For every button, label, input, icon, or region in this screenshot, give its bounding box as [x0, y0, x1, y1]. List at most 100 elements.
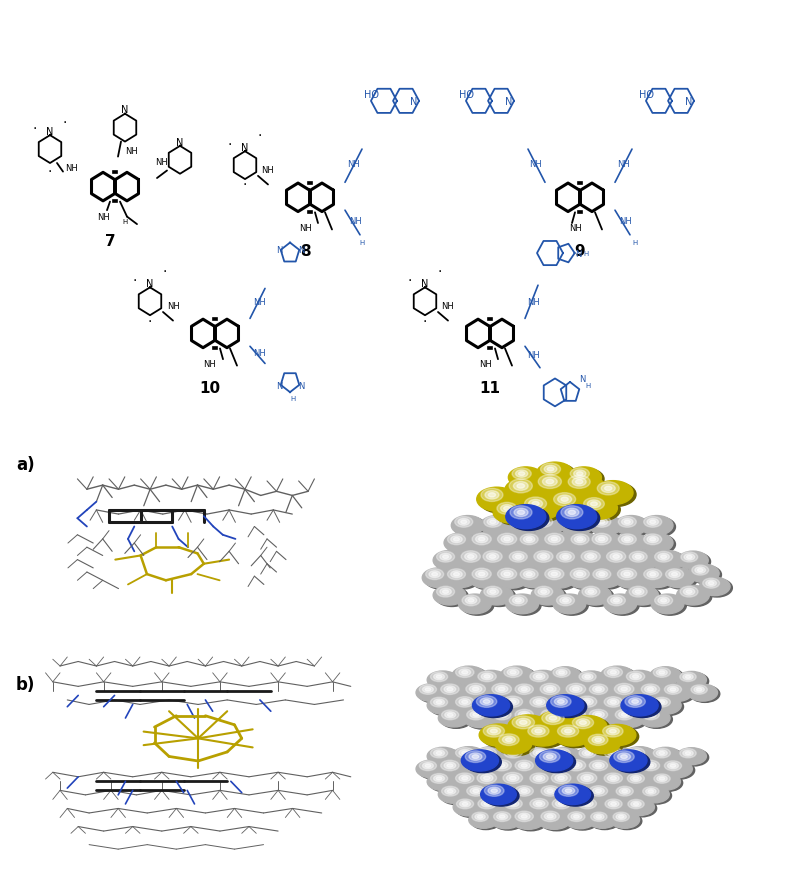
Circle shape [574, 797, 608, 817]
Circle shape [430, 749, 461, 766]
Circle shape [572, 717, 593, 729]
Circle shape [576, 697, 611, 717]
Circle shape [533, 775, 545, 781]
Circle shape [664, 685, 682, 695]
Circle shape [431, 748, 448, 758]
Circle shape [556, 670, 567, 676]
Circle shape [510, 802, 516, 805]
Circle shape [588, 590, 594, 594]
Circle shape [560, 553, 571, 561]
Circle shape [477, 696, 497, 707]
Circle shape [465, 761, 500, 780]
Circle shape [568, 812, 585, 822]
Circle shape [531, 516, 564, 536]
Circle shape [622, 789, 627, 793]
Circle shape [426, 569, 444, 580]
Circle shape [589, 533, 623, 553]
Text: H: H [632, 240, 638, 246]
Circle shape [541, 520, 547, 524]
Circle shape [495, 762, 508, 769]
Circle shape [534, 551, 553, 562]
Circle shape [677, 748, 706, 765]
Circle shape [653, 698, 683, 716]
Circle shape [551, 772, 571, 784]
Text: H: H [584, 250, 589, 257]
Circle shape [621, 570, 633, 578]
Circle shape [551, 696, 571, 707]
Circle shape [679, 587, 712, 607]
Circle shape [623, 670, 656, 689]
Circle shape [553, 748, 570, 758]
Circle shape [539, 761, 574, 780]
Circle shape [506, 738, 512, 742]
Circle shape [456, 799, 487, 817]
Circle shape [444, 763, 456, 769]
Circle shape [690, 686, 720, 703]
Circle shape [503, 696, 522, 707]
Circle shape [472, 812, 488, 822]
Circle shape [416, 684, 447, 702]
Text: N: N [505, 97, 512, 106]
Text: N: N [176, 138, 184, 148]
Circle shape [585, 760, 619, 779]
Circle shape [493, 786, 511, 797]
Circle shape [502, 773, 537, 794]
Circle shape [544, 466, 557, 474]
Circle shape [506, 516, 539, 536]
Circle shape [507, 669, 519, 676]
Text: NH: NH [253, 298, 265, 307]
Circle shape [530, 798, 548, 809]
Circle shape [604, 747, 623, 758]
Circle shape [483, 776, 490, 780]
Circle shape [683, 588, 694, 595]
Circle shape [483, 725, 505, 738]
Circle shape [656, 750, 668, 756]
Circle shape [670, 688, 675, 691]
Circle shape [514, 787, 547, 805]
Circle shape [511, 785, 545, 804]
Circle shape [517, 534, 549, 553]
Circle shape [436, 701, 442, 704]
Circle shape [613, 555, 619, 559]
Circle shape [658, 597, 669, 604]
Text: HO: HO [459, 89, 474, 100]
Circle shape [680, 586, 698, 597]
Circle shape [419, 762, 450, 780]
Circle shape [496, 503, 532, 526]
Circle shape [491, 787, 525, 805]
Text: N: N [409, 97, 417, 106]
Circle shape [541, 811, 559, 822]
Circle shape [468, 599, 474, 603]
Circle shape [496, 569, 532, 590]
Circle shape [597, 482, 619, 495]
Circle shape [615, 534, 648, 553]
Circle shape [555, 774, 567, 781]
Circle shape [592, 569, 625, 589]
Circle shape [537, 810, 571, 830]
Text: NH: NH [156, 158, 168, 167]
Circle shape [562, 518, 596, 537]
Circle shape [576, 480, 583, 485]
Circle shape [556, 726, 595, 748]
Text: N: N [47, 127, 54, 137]
Circle shape [453, 518, 487, 537]
Text: ·: · [423, 314, 427, 328]
Circle shape [561, 498, 568, 502]
Circle shape [539, 684, 574, 704]
Circle shape [656, 776, 668, 781]
Circle shape [540, 751, 560, 763]
Circle shape [530, 747, 548, 758]
Circle shape [531, 586, 564, 605]
Circle shape [510, 700, 516, 704]
Circle shape [540, 555, 547, 559]
Circle shape [665, 569, 683, 580]
Circle shape [630, 673, 641, 680]
Circle shape [515, 710, 533, 720]
Circle shape [611, 683, 646, 703]
Circle shape [436, 777, 442, 780]
Text: NH: NH [299, 224, 311, 232]
Circle shape [587, 501, 600, 508]
Circle shape [627, 800, 656, 817]
Circle shape [540, 713, 581, 736]
Circle shape [624, 520, 630, 524]
